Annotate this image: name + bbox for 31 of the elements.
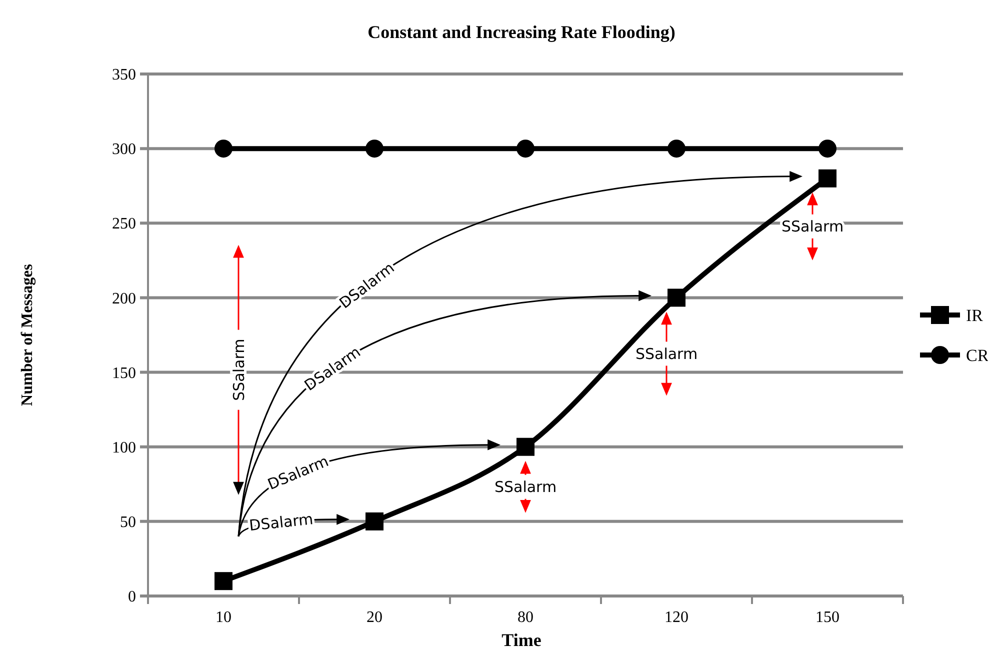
point — [516, 140, 534, 158]
legend-label: IR — [966, 306, 984, 325]
chart-title: Constant and Increasing Rate Flooding) — [368, 22, 676, 42]
point — [668, 288, 686, 307]
y-axis-title: Number of Messages — [19, 264, 36, 406]
y-tick-label: 50 — [120, 514, 136, 532]
y-tick-label: 150 — [112, 364, 136, 382]
point — [818, 169, 836, 188]
y-tick-label: 0 — [128, 588, 136, 606]
x-tick-label: 150 — [816, 609, 840, 626]
y-tick-label: 300 — [112, 141, 136, 158]
y-tick-label: 250 — [112, 216, 136, 233]
x-axis-title: Time — [502, 630, 542, 650]
x-tick-label: 20 — [366, 609, 382, 626]
y-tick-label: 350 — [112, 66, 136, 84]
x-tick-label: 10 — [216, 609, 232, 626]
point — [366, 512, 384, 530]
annotation: SSalarm — [230, 338, 248, 401]
x-tick-label: 80 — [518, 609, 534, 626]
annotation: SSalarm — [635, 344, 698, 363]
point — [366, 140, 384, 158]
point — [516, 438, 534, 456]
point — [818, 140, 836, 158]
point — [668, 140, 686, 158]
point — [214, 572, 232, 590]
annotation: SSalarm — [494, 478, 557, 496]
y-tick-label: 100 — [112, 439, 136, 456]
annotation: SSalarm — [781, 218, 844, 236]
x-tick-label: 120 — [664, 609, 688, 626]
y-tick-label: 200 — [112, 290, 136, 308]
point — [214, 140, 232, 158]
